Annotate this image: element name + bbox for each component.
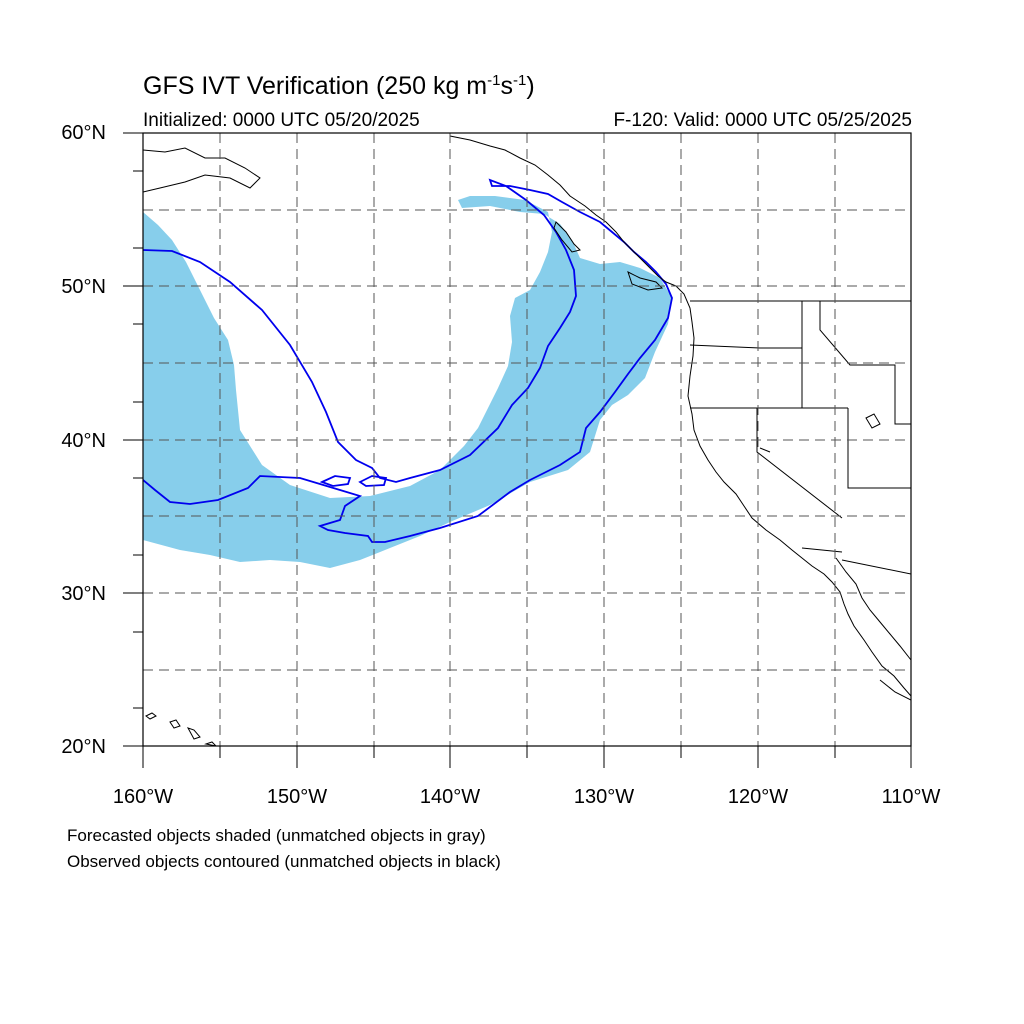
axis-ticks bbox=[123, 132, 912, 768]
hawaii-islands bbox=[145, 712, 217, 746]
map-title: GFS IVT Verification (250 kg m-1s-1) bbox=[143, 72, 535, 100]
lon-label-140w: 140°W bbox=[419, 786, 481, 808]
valid-time: F-120: Valid: 0000 UTC 05/25/2025 bbox=[613, 110, 912, 131]
pacific-nw-coast bbox=[675, 285, 911, 697]
forecast-object bbox=[143, 196, 672, 568]
lon-label-120w: 120°W bbox=[727, 786, 789, 808]
baja-coast bbox=[835, 557, 911, 661]
observed-contour-small-1 bbox=[319, 475, 352, 487]
canada-islands bbox=[553, 221, 664, 291]
observed-contour-main bbox=[143, 178, 673, 543]
observed-contour-small-2 bbox=[358, 475, 388, 487]
alaska-coast bbox=[143, 147, 261, 193]
graticule bbox=[143, 133, 911, 746]
alaska-southeast-coast bbox=[449, 135, 677, 287]
footnote-observed: Observed objects contoured (unmatched ob… bbox=[67, 852, 501, 871]
lat-label-20n: 20°N bbox=[61, 736, 106, 758]
state-borders bbox=[689, 301, 911, 575]
footnote-forecast: Forecasted objects shaded (unmatched obj… bbox=[67, 826, 486, 845]
coastlines bbox=[143, 135, 911, 746]
lat-label-40n: 40°N bbox=[61, 430, 106, 452]
lon-label-130w: 130°W bbox=[573, 786, 635, 808]
lon-label-160w: 160°W bbox=[112, 786, 174, 808]
lon-label-110w: 110°W bbox=[881, 786, 941, 808]
great-salt-lake bbox=[865, 413, 881, 429]
initialized-time: Initialized: 0000 UTC 05/20/2025 bbox=[143, 110, 420, 131]
lon-label-150w: 150°W bbox=[266, 786, 328, 808]
mexico-coast bbox=[879, 679, 911, 701]
lat-label-60n: 60°N bbox=[61, 122, 106, 144]
observed-contours bbox=[143, 178, 673, 543]
lat-label-50n: 50°N bbox=[61, 276, 106, 298]
lat-label-30n: 30°N bbox=[61, 583, 106, 605]
